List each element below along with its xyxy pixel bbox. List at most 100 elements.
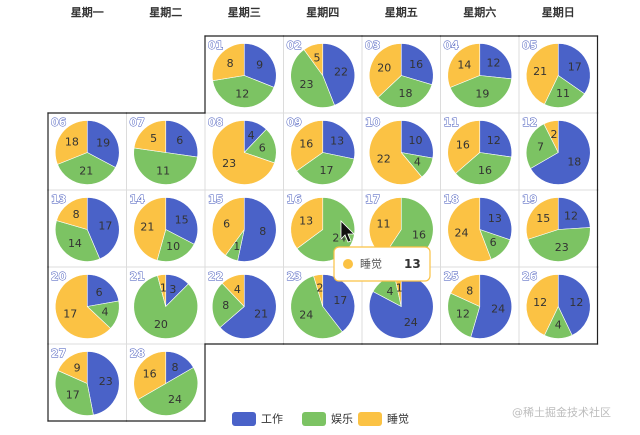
day-cell[interactable]: 22 21 84 bbox=[208, 270, 277, 339]
pie-slice[interactable] bbox=[133, 147, 198, 185]
day-cell[interactable]: 13 17 14 8 bbox=[51, 193, 120, 262]
pie-slice[interactable] bbox=[221, 274, 245, 308]
pie-slice[interactable] bbox=[447, 120, 481, 174]
day-cell[interactable]: 25 24 12 8 bbox=[443, 270, 513, 339]
pie-slice[interactable] bbox=[296, 197, 356, 262]
legend-item[interactable]: 睡觉 bbox=[358, 412, 409, 426]
day-cell[interactable]: 23 17 24 2 bbox=[286, 270, 356, 339]
day-cell[interactable]: 20 6 4 17 bbox=[51, 270, 120, 339]
pie-slice[interactable] bbox=[86, 197, 120, 260]
pie-slice[interactable] bbox=[133, 197, 167, 261]
pie-slice[interactable] bbox=[525, 123, 559, 169]
pie-slice[interactable] bbox=[455, 152, 512, 185]
pie-slice[interactable] bbox=[447, 292, 481, 338]
pie-slice[interactable] bbox=[219, 274, 277, 339]
pie-slice[interactable] bbox=[557, 43, 591, 95]
pie-slice[interactable] bbox=[57, 351, 88, 384]
pie-slice[interactable] bbox=[57, 152, 116, 185]
day-cell[interactable]: 05 17 11 21 bbox=[522, 39, 591, 108]
day-cell[interactable]: 01 9 12 8 bbox=[208, 39, 277, 108]
pie-slice[interactable] bbox=[212, 75, 275, 108]
pie-slice[interactable] bbox=[133, 275, 198, 339]
day-cell[interactable]: 09 13 17 16 bbox=[286, 116, 355, 185]
pie-slice[interactable] bbox=[400, 43, 434, 86]
pie-slice[interactable] bbox=[303, 43, 324, 77]
pie-slice[interactable] bbox=[54, 220, 101, 262]
pie-slice[interactable] bbox=[479, 43, 513, 80]
pie-slice[interactable] bbox=[165, 197, 199, 245]
pie-slice[interactable] bbox=[165, 120, 199, 158]
legend-item[interactable]: 娱乐 bbox=[302, 412, 353, 427]
pie-slice[interactable] bbox=[211, 120, 275, 185]
day-cell[interactable]: 242441 bbox=[365, 270, 434, 339]
day-cell[interactable]: 26 12 4 12 bbox=[522, 270, 591, 339]
pie-slice[interactable] bbox=[290, 275, 343, 339]
day-cell[interactable]: 12 18 72 bbox=[522, 116, 591, 185]
pie-slice[interactable] bbox=[525, 274, 559, 336]
pie-slice[interactable] bbox=[368, 120, 423, 185]
pie-slice[interactable] bbox=[290, 197, 324, 249]
pie-slice[interactable] bbox=[322, 120, 355, 160]
pie-slice[interactable] bbox=[86, 274, 120, 307]
pie-slice[interactable] bbox=[211, 43, 245, 82]
day-cell[interactable]: 19 12 23 15 bbox=[522, 193, 591, 262]
pie-slice[interactable] bbox=[137, 367, 199, 416]
day-cell[interactable]: 03 16 18 20 bbox=[365, 39, 434, 108]
pie-slice[interactable] bbox=[525, 43, 559, 105]
day-cell[interactable]: 27 23 17 9 bbox=[51, 347, 120, 416]
day-cell[interactable]: 06 19 21 18 bbox=[51, 116, 120, 185]
day-cell[interactable]: 21 3 20 1 bbox=[129, 270, 198, 339]
day-cell[interactable]: 14 15 10 21 bbox=[129, 193, 199, 262]
pie-slice[interactable] bbox=[211, 282, 245, 328]
pie-slice[interactable] bbox=[243, 43, 277, 88]
legend[interactable]: 工作 娱乐 睡觉 bbox=[232, 412, 409, 427]
day-cell[interactable]: 17 16 11 bbox=[365, 193, 434, 262]
pie-slice[interactable] bbox=[368, 43, 402, 98]
pie-slice[interactable] bbox=[54, 274, 111, 339]
day-cell[interactable]: 04 12 19 14 bbox=[443, 39, 513, 108]
day-cell[interactable]: 28 8 24 16 bbox=[129, 347, 199, 416]
pie-slice[interactable] bbox=[525, 197, 559, 240]
pie-slice[interactable] bbox=[86, 120, 120, 168]
pie-slice[interactable] bbox=[211, 197, 245, 256]
pie-slice[interactable] bbox=[447, 197, 492, 262]
pie-slice[interactable] bbox=[322, 43, 356, 106]
day-cell[interactable]: 15 8 16 bbox=[208, 193, 277, 262]
day-cell[interactable]: 18 13 6 24 bbox=[443, 193, 513, 262]
day-cell[interactable]: 10 10 4 22 bbox=[365, 116, 434, 185]
pie-slice[interactable] bbox=[322, 274, 356, 333]
pie-slice[interactable] bbox=[530, 120, 591, 185]
pie-slice[interactable] bbox=[557, 274, 591, 336]
pie-slice[interactable] bbox=[133, 120, 167, 153]
pie-slice[interactable] bbox=[56, 197, 88, 230]
pie-slice[interactable] bbox=[557, 197, 591, 230]
day-cell[interactable]: 07 6 11 5 bbox=[129, 116, 199, 185]
day-cell[interactable]: 08 46 23 bbox=[208, 116, 277, 185]
pie-slice[interactable] bbox=[479, 120, 513, 158]
pie-slice[interactable] bbox=[54, 120, 88, 165]
legend-item[interactable]: 工作 bbox=[232, 412, 283, 426]
pie-slice[interactable] bbox=[479, 197, 513, 241]
pie-slice[interactable] bbox=[237, 197, 277, 262]
pie-slice[interactable] bbox=[543, 75, 585, 108]
day-cell[interactable]: 11 12 16 16 bbox=[443, 116, 513, 185]
pie-slice[interactable] bbox=[290, 120, 324, 172]
pie-slice[interactable] bbox=[527, 227, 591, 262]
pie-slice[interactable] bbox=[543, 120, 559, 153]
pie-slice[interactable] bbox=[296, 152, 355, 185]
pie-slice[interactable] bbox=[449, 75, 512, 108]
pie-slice[interactable] bbox=[313, 274, 324, 307]
pie-slice[interactable] bbox=[400, 120, 434, 159]
pie-slice[interactable] bbox=[54, 370, 94, 416]
pie-slice[interactable] bbox=[447, 43, 481, 88]
pie-slice[interactable] bbox=[377, 75, 433, 108]
pie-slice[interactable] bbox=[86, 351, 120, 416]
pie-slice[interactable] bbox=[450, 274, 481, 307]
pie-slice[interactable] bbox=[470, 274, 513, 339]
pie-slice[interactable] bbox=[133, 351, 167, 400]
pie-slice[interactable] bbox=[290, 49, 335, 108]
day-cell[interactable]: 02 22 23 5 bbox=[286, 39, 356, 108]
pie-slice[interactable] bbox=[156, 229, 195, 262]
pie-slice[interactable] bbox=[157, 274, 167, 307]
